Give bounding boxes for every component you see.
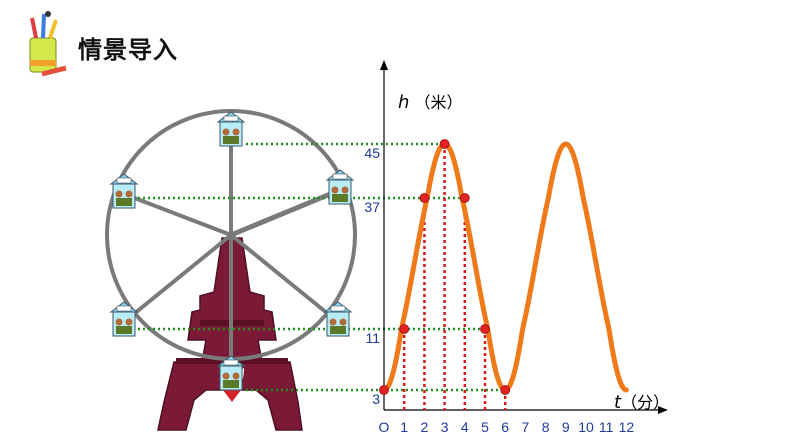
x-tick-label: 2 — [421, 419, 429, 435]
x-tick-label: 5 — [481, 419, 489, 435]
x-tick-label: 4 — [461, 419, 469, 435]
data-point — [419, 193, 430, 203]
x-tick-label: 3 — [441, 419, 449, 435]
data-point — [439, 139, 450, 149]
x-axis-label: t（分） — [614, 392, 669, 413]
height-curve — [381, 141, 629, 393]
gondola-cabin — [216, 111, 246, 147]
y-axis-arrow — [380, 60, 388, 70]
x-axis-arrow — [658, 406, 668, 414]
y-tick-label: 11 — [365, 330, 380, 346]
x-tick-label: 1 — [400, 419, 408, 435]
data-point — [379, 385, 389, 395]
page-title: 情景导入 — [78, 36, 178, 64]
y-tick-label: 45 — [364, 145, 380, 161]
x-tick-label: 10 — [578, 419, 594, 435]
gondola-cabin — [323, 301, 353, 337]
origin-label: O — [379, 419, 390, 435]
data-point — [500, 385, 511, 395]
x-tick-label: 11 — [599, 419, 614, 435]
data-point — [480, 324, 490, 334]
gondola-cabin — [216, 355, 246, 391]
y-tick-label: 37 — [364, 199, 380, 215]
pencil-cup-icon — [29, 11, 67, 77]
y-tick-label: 3 — [372, 391, 380, 407]
data-point — [399, 324, 410, 334]
data-point — [459, 193, 470, 203]
x-tick-label: 7 — [522, 419, 530, 435]
ferris-wheel — [105, 109, 357, 370]
x-tick-label: 8 — [542, 419, 550, 435]
gondola-cabin — [109, 301, 139, 337]
green-guides — [138, 142, 504, 392]
x-tick-label: 9 — [562, 419, 570, 435]
cabins — [109, 111, 355, 391]
x-tick-label: 12 — [619, 419, 635, 435]
gondola-cabin — [325, 169, 355, 205]
x-tick-label: 6 — [501, 419, 509, 435]
gondola-cabin — [109, 173, 139, 209]
y-axis-label: h （米） — [398, 92, 463, 113]
